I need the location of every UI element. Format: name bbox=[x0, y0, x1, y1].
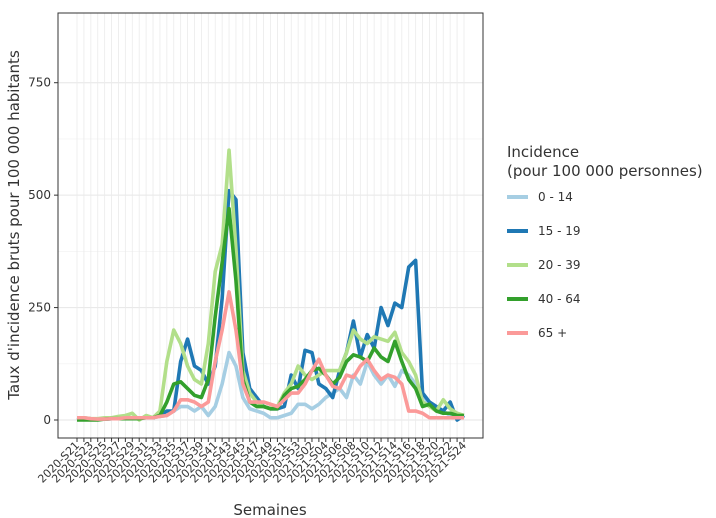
legend-title: Incidence bbox=[507, 143, 579, 161]
y-axis-title: Taux d'incidence bruts pour 100 000 habi… bbox=[5, 50, 23, 401]
legend-label: 0 - 14 bbox=[538, 190, 573, 204]
grid bbox=[58, 13, 483, 438]
legend-label: 20 - 39 bbox=[538, 258, 581, 272]
y-tick-label: 250 bbox=[28, 301, 51, 315]
x-axis-title: Semaines bbox=[233, 501, 306, 518]
legend-label: 15 - 19 bbox=[538, 224, 581, 238]
y-tick-label: 500 bbox=[28, 188, 51, 202]
lines bbox=[76, 148, 465, 422]
legend-title: (pour 100 000 personnes) bbox=[507, 162, 703, 180]
legend-label: 40 - 64 bbox=[538, 292, 581, 306]
legend: 0 - 14 15 - 19 20 - 39 40 - 64 65 + bbox=[507, 190, 581, 340]
y-tick-label: 0 bbox=[43, 413, 51, 427]
y-tick-label: 750 bbox=[28, 76, 51, 90]
series-line bbox=[77, 290, 464, 421]
legend-label: 65 + bbox=[538, 326, 567, 340]
axes: 02505007502020-S212020-S232020-S252020-S… bbox=[28, 76, 469, 486]
